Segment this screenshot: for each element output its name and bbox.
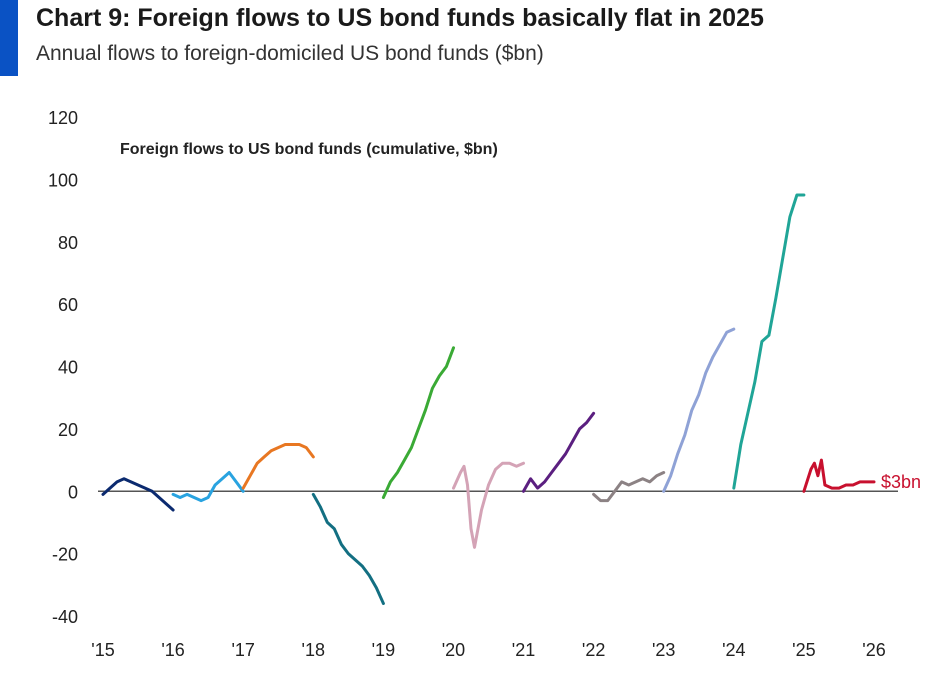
annotation-label: $3bn: [881, 472, 921, 492]
y-tick-label: 120: [48, 108, 78, 128]
y-tick-label: 60: [58, 295, 78, 315]
x-tick-label: '23: [652, 640, 675, 660]
y-tick-label: 100: [48, 170, 78, 190]
series-line-6: [452, 461, 525, 549]
series-line-2: [171, 471, 245, 503]
y-tick-label: 0: [68, 482, 78, 502]
x-tick-label: '26: [862, 640, 885, 660]
x-tick-label: '18: [302, 640, 325, 660]
y-tick-label: 80: [58, 233, 78, 253]
y-tick-label: 20: [58, 420, 78, 440]
y-tick-label: 40: [58, 358, 78, 378]
inner-chart-title: Foreign flows to US bond funds (cumulati…: [120, 141, 498, 158]
x-tick-label: '21: [512, 640, 535, 660]
chart-subtitle: Annual flows to foreign-domiciled US bon…: [36, 42, 544, 65]
x-tick-label: '25: [792, 640, 815, 660]
chart-title: Chart 9: Foreign flows to US bond funds …: [36, 4, 764, 32]
series-line-11: [802, 458, 876, 493]
x-tick-label: '19: [372, 640, 395, 660]
series-line-1: [101, 477, 175, 512]
series-line-10: [732, 193, 806, 490]
y-tick-label: -40: [52, 607, 78, 627]
series-line-9: [662, 327, 736, 493]
x-tick-label: '16: [161, 640, 184, 660]
x-tick-label: '20: [442, 640, 465, 660]
title-accent-bar: [0, 0, 18, 76]
x-tick-label: '24: [722, 640, 745, 660]
x-tick-label: '17: [231, 640, 254, 660]
series-line-7: [522, 411, 596, 493]
series-line-3: [241, 443, 315, 490]
x-tick-label: '15: [91, 640, 114, 660]
series-line-5: [381, 346, 455, 499]
series-line-8: [592, 471, 666, 503]
x-tick-label: '22: [582, 640, 605, 660]
series-line-4: [311, 492, 385, 605]
y-tick-label: -20: [52, 545, 78, 565]
